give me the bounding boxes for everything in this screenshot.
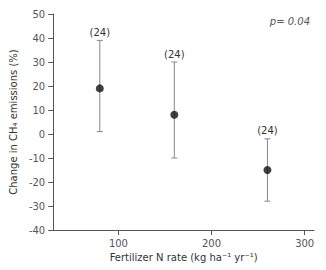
svg-text:-40: -40 (29, 225, 45, 236)
svg-text:-30: -30 (29, 201, 45, 212)
svg-text:Change in CH₄ emissions (%): Change in CH₄ emissions (%) (8, 49, 19, 195)
svg-text:50: 50 (32, 9, 45, 20)
svg-text:0: 0 (39, 129, 45, 140)
svg-text:200: 200 (202, 238, 221, 249)
svg-text:(24): (24) (164, 49, 185, 60)
svg-text:(24): (24) (257, 125, 278, 136)
svg-text:10: 10 (32, 105, 45, 116)
svg-text:-20: -20 (29, 177, 45, 188)
svg-text:30: 30 (32, 57, 45, 68)
svg-text:(24): (24) (90, 27, 111, 38)
svg-text:100: 100 (109, 238, 128, 249)
svg-text:p= 0.04: p= 0.04 (269, 16, 310, 27)
svg-text:20: 20 (32, 81, 45, 92)
svg-text:40: 40 (32, 33, 45, 44)
svg-text:300: 300 (295, 238, 314, 249)
svg-text:-10: -10 (29, 153, 45, 164)
svg-text:Fertilizer N rate (kg ha⁻¹ yr⁻: Fertilizer N rate (kg ha⁻¹ yr⁻¹) (110, 252, 258, 263)
